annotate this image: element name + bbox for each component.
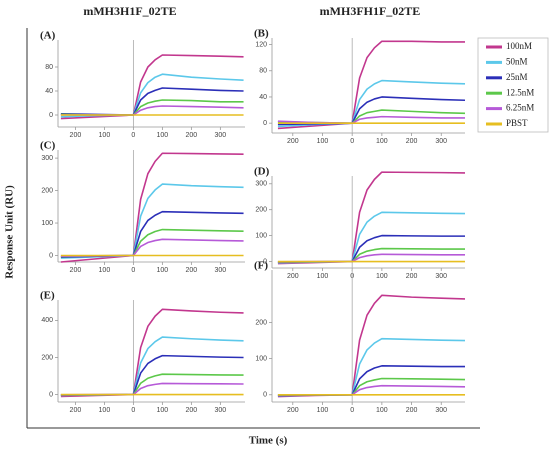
legend-box [477,37,549,133]
y-tick-label: 200 [255,207,267,214]
x-tick-label: 100 [157,132,169,139]
x-tick-label: 100 [99,267,111,274]
sensorgram-line [277,40,465,130]
x-tick-label: 300 [435,138,447,145]
column-title: mMH3FH1F_02TE [320,4,421,18]
x-axis-title: Time (s) [249,435,288,447]
x-tick-label: 100 [376,138,388,145]
y-tick-label: 100 [255,355,267,362]
x-tick-label: 200 [287,138,299,145]
panel-label: (A) [40,30,56,42]
x-tick-label: 200 [70,407,82,414]
x-tick-label: 200 [287,273,299,280]
panel-label: (F) [254,260,268,272]
sensorgram-line [277,96,466,126]
x-tick-label: 200 [70,267,82,274]
y-tick-label: 120 [255,41,267,48]
x-tick-label: 0 [350,407,354,414]
sensorgram-line [277,384,466,396]
y-tick-label: 200 [255,319,267,326]
y-tick-label: 300 [255,181,267,188]
sensorgram-line [277,109,466,124]
y-tick-label: 0 [263,120,267,127]
x-tick-label: 100 [376,407,388,414]
x-tick-label: 200 [186,132,198,139]
y-tick-label: 0 [49,112,53,119]
legend-label: PBST [506,118,528,128]
x-tick-label: 300 [435,273,447,280]
x-tick-label: 300 [215,267,227,274]
sensorgram-line [277,253,465,263]
legend-label: 25nM [506,72,528,82]
y-tick-label: 80 [259,68,267,75]
y-tick-label: 40 [259,94,267,101]
legend-label: 12.5nM [506,87,534,97]
legend-label: 100nM [506,41,532,51]
column-title: mMH3H1F_02TE [83,4,176,18]
sensorgram-line [60,238,244,257]
legend-label: 50nM [506,56,528,66]
x-tick-label: 100 [99,132,111,139]
panel-label: (D) [254,166,270,178]
y-tick-label: 100 [41,220,53,227]
sensorgram-line [60,183,244,259]
y-tick-label: 0 [263,392,267,399]
x-tick-label: 0 [350,138,354,145]
sensorgram-line [60,73,244,118]
x-tick-label: 0 [131,132,135,139]
x-tick-label: 200 [70,132,82,139]
x-tick-label: 200 [287,407,299,414]
x-tick-label: 0 [131,407,135,414]
y-tick-label: 80 [45,64,53,71]
x-tick-label: 100 [317,138,329,145]
y-tick-label: 300 [41,155,53,162]
sensorgram-line [277,115,465,124]
x-tick-label: 0 [131,267,135,274]
y-tick-label: 40 [45,88,53,95]
x-tick-label: 200 [406,407,418,414]
x-tick-label: 100 [317,273,329,280]
sensorgram-line [60,336,244,397]
x-tick-label: 100 [99,407,111,414]
x-tick-label: 200 [186,407,198,414]
y-tick-label: 0 [49,252,53,259]
x-tick-label: 300 [215,132,227,139]
x-tick-label: 200 [406,138,418,145]
y-tick-label: 400 [41,317,53,324]
y-tick-label: 0 [263,258,267,265]
sensorgram-line [60,210,244,258]
sensorgram-line [60,228,244,258]
panel-label: (B) [254,28,269,40]
panel-label: (E) [40,290,55,302]
panel-label: (C) [40,140,56,152]
legend-label: 6.25nM [506,103,534,113]
x-tick-label: 200 [406,273,418,280]
y-tick-label: 0 [49,391,53,398]
sensorgram-line [60,382,244,396]
x-tick-label: 100 [157,407,169,414]
x-tick-label: 100 [157,267,169,274]
y-tick-label: 100 [255,232,267,239]
y-tick-label: 200 [41,187,53,194]
x-tick-label: 100 [376,273,388,280]
y-axis-title: Response Unit (RU) [4,185,16,279]
x-tick-label: 300 [215,407,227,414]
x-tick-label: 300 [435,407,447,414]
sensorgram-line [60,54,244,120]
x-tick-label: 200 [186,267,198,274]
x-tick-label: 100 [317,407,329,414]
sensorgram-line [60,152,244,263]
sensorgram-line [277,79,466,128]
y-tick-label: 200 [41,354,53,361]
